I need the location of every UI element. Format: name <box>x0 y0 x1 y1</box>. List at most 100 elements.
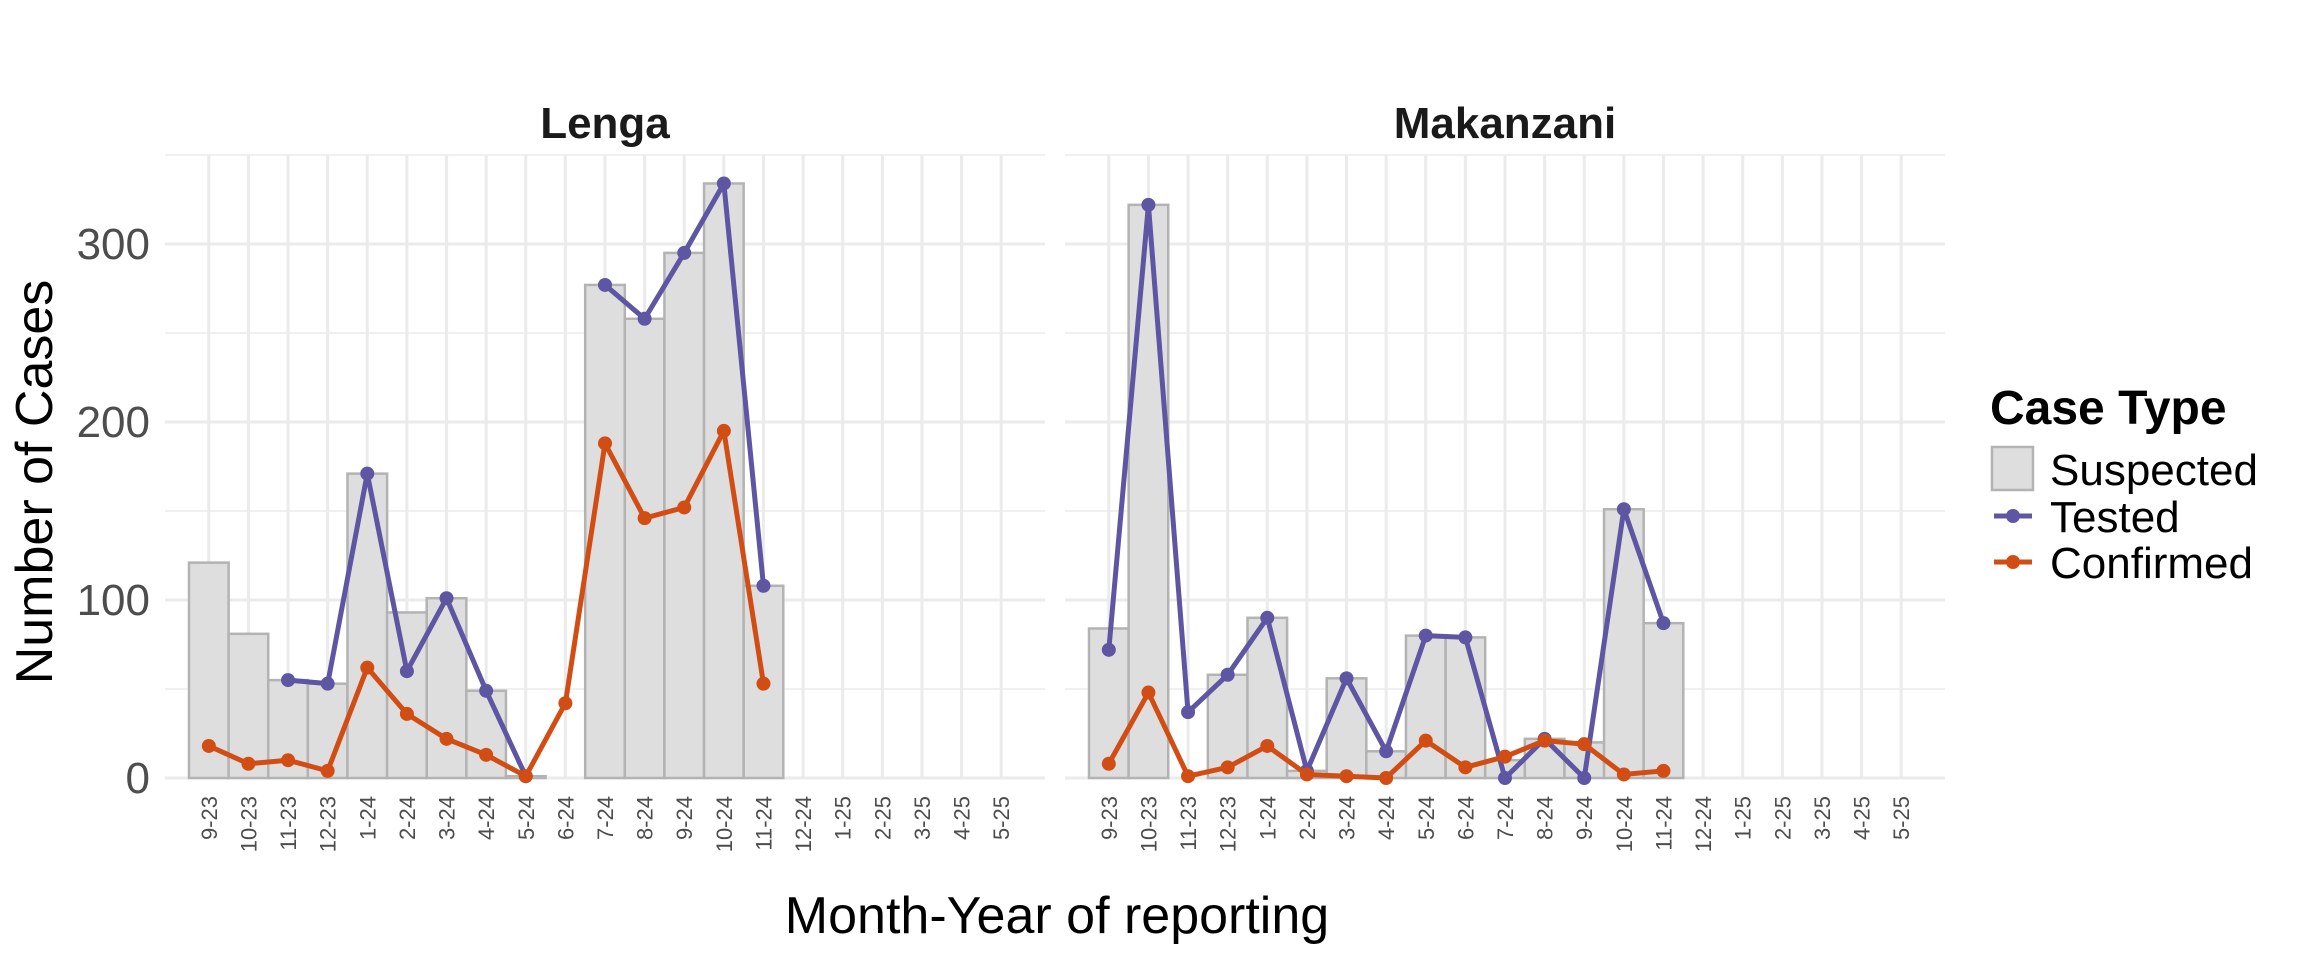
point-confirmed <box>1379 771 1394 785</box>
x-tick-label: 5-25 <box>1889 796 1914 840</box>
point-confirmed <box>1498 749 1512 764</box>
point-tested <box>1101 642 1116 657</box>
x-tick-label: 8-24 <box>1533 796 1558 840</box>
x-tick-label: 2-25 <box>1770 796 1795 840</box>
bar-suspected <box>663 251 706 780</box>
point-confirmed <box>479 747 494 762</box>
legend-key-confirmed-point <box>2006 555 2020 569</box>
x-tick-label: 12-24 <box>791 796 816 852</box>
bar-suspected <box>1642 621 1685 780</box>
point-confirmed <box>241 756 256 771</box>
point-tested <box>716 176 731 191</box>
x-tick-label: 4-25 <box>1850 796 1875 840</box>
panels-layer: Lenga 0 100 200 300 9-23 10-23 11-23 12-23 1-24 2-… <box>77 99 1945 852</box>
point-confirmed <box>360 660 375 675</box>
x-tick-label: 1-24 <box>1255 796 1280 840</box>
point-confirmed <box>1339 769 1354 784</box>
x-axis-title: Month-Year of reporting <box>785 887 1329 945</box>
point-confirmed <box>1141 685 1156 700</box>
point-confirmed <box>1458 760 1473 775</box>
point-tested <box>1616 502 1631 517</box>
x-tick-label: 2-25 <box>870 796 895 840</box>
point-tested <box>677 245 692 260</box>
point-confirmed <box>201 738 216 753</box>
bar-suspected <box>623 317 666 780</box>
x-tick-label: 12-23 <box>316 796 341 852</box>
x-tick-label: 1-25 <box>1731 796 1756 840</box>
x-tick-label: 5-25 <box>989 796 1014 840</box>
point-confirmed <box>320 763 335 778</box>
point-tested <box>1656 616 1671 631</box>
point-tested <box>598 277 612 292</box>
point-tested <box>360 466 375 481</box>
x-tick-label: 9-23 <box>197 796 222 840</box>
panel-title-lenga: Lenga <box>540 99 670 148</box>
x-tick-label: 10-24 <box>1612 796 1637 852</box>
x-tick-label: 4-25 <box>950 796 975 840</box>
x-tick-label: 2-24 <box>1295 796 1320 840</box>
x-tick-label: 1-24 <box>355 796 380 840</box>
point-tested <box>439 591 454 606</box>
point-confirmed <box>399 706 414 721</box>
legend-label-tested: Tested <box>2050 493 2180 542</box>
y-tick-label: 300 <box>77 220 150 269</box>
grid-makanzani <box>1065 154 1945 780</box>
x-tick-label: 6-24 <box>1453 796 1478 840</box>
point-confirmed <box>558 696 573 711</box>
bar-suspected <box>702 182 745 780</box>
x-tick-label: 2-24 <box>395 796 420 840</box>
series-confirmed-makanzani <box>1101 685 1671 785</box>
x-tick-label: 10-24 <box>712 796 737 852</box>
x-tick-label: 3-24 <box>435 796 460 840</box>
x-tick-label: 11-23 <box>1176 796 1201 851</box>
series-tested-lenga <box>281 176 771 784</box>
x-tick-label: 12-23 <box>1216 796 1241 852</box>
point-confirmed <box>1260 738 1275 753</box>
legend-key-tested-point <box>2006 509 2020 523</box>
point-tested <box>1577 771 1592 785</box>
point-confirmed <box>1220 760 1235 775</box>
point-confirmed <box>1418 733 1433 748</box>
point-confirmed <box>1101 756 1116 771</box>
point-tested <box>479 683 494 698</box>
point-confirmed <box>518 769 533 784</box>
x-tick-label: 11-23 <box>276 796 301 851</box>
x-tick-label: 5-24 <box>1414 796 1439 840</box>
y-axis-title: Number of Cases <box>6 280 64 685</box>
point-confirmed <box>1537 733 1552 748</box>
x-tick-label: 3-24 <box>1335 796 1360 840</box>
x-tick-label: 7-24 <box>1493 796 1518 840</box>
bar-suspected <box>227 632 270 780</box>
y-tick-label: 100 <box>77 576 150 625</box>
x-tick-label: 1-25 <box>831 796 856 840</box>
point-confirmed <box>598 436 612 451</box>
series-confirmed-lenga <box>201 423 771 784</box>
point-confirmed <box>1299 767 1314 782</box>
point-confirmed <box>439 731 454 746</box>
point-tested <box>1220 667 1235 682</box>
x-tick-label: 7-24 <box>593 796 618 840</box>
point-tested <box>399 664 414 679</box>
point-confirmed <box>637 511 652 526</box>
point-tested <box>281 673 296 688</box>
panel-lenga: Lenga 0 100 200 300 9-23 10-23 11-23 12-23 1-24 2-… <box>77 99 1045 852</box>
y-tick-label: 0 <box>126 754 150 803</box>
point-confirmed <box>1616 767 1631 782</box>
point-tested <box>1181 705 1196 720</box>
x-tick-label: 11-24 <box>1651 796 1676 851</box>
x-tick-label: 3-25 <box>1810 796 1835 840</box>
panel-title-makanzani: Makanzani <box>1394 99 1617 148</box>
x-tick-label: 4-24 <box>1374 796 1399 840</box>
x-tick-label: 10-23 <box>236 796 261 852</box>
panel-makanzani: Makanzani 9-23 10-23 11-23 12-23 1-24 2-24 3-24… <box>1065 99 1945 852</box>
legend-key-suspected <box>1990 445 2035 492</box>
point-tested <box>1458 630 1473 645</box>
point-tested <box>1418 628 1433 643</box>
bars-lenga <box>187 182 785 780</box>
legend-label-suspected: Suspected <box>2050 446 2258 495</box>
legend-label-confirmed: Confirmed <box>2050 539 2253 588</box>
legend-title: Case Type <box>1990 382 2227 435</box>
x-tick-label: 6-24 <box>553 796 578 840</box>
x-tick-label: 3-25 <box>910 796 935 840</box>
point-tested <box>1141 197 1156 212</box>
